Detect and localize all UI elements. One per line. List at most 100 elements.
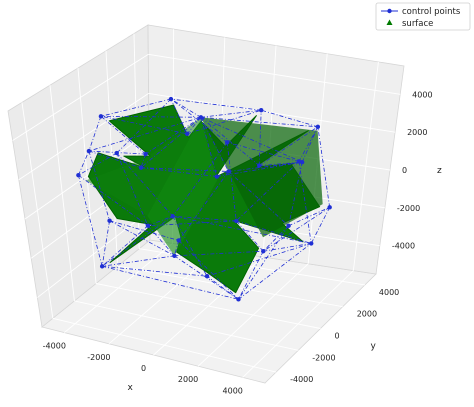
control-net-line: [178, 240, 239, 300]
control-point: [261, 249, 266, 254]
control-net-line: [236, 220, 312, 244]
control-net-line: [116, 152, 174, 217]
control-net-line: [200, 116, 303, 163]
control-net-line: [238, 251, 264, 300]
control-point: [168, 96, 174, 102]
control-net-line: [263, 206, 330, 252]
z-tick-label: 4000: [412, 90, 432, 99]
control-net-line: [261, 109, 318, 128]
surface-facet: [147, 117, 218, 256]
z-tick-label: -4000: [392, 242, 415, 251]
control-point: [143, 151, 148, 157]
z-tick-label: 2000: [407, 128, 427, 137]
control-net-line: [140, 116, 202, 168]
control-net-line: [200, 116, 318, 128]
control-net-line: [78, 174, 149, 227]
control-point: [214, 174, 220, 179]
control-net-line: [78, 152, 117, 176]
legend: control points surface: [375, 2, 471, 31]
control-net-line: [200, 117, 229, 172]
control-net-line: [178, 171, 229, 241]
control-points-layer: [76, 96, 332, 302]
control-net-line: [288, 206, 330, 227]
control-net-line: [206, 275, 239, 300]
grid-line: [18, 93, 149, 181]
control-net-line: [140, 167, 229, 172]
control-net-line: [100, 115, 146, 155]
control-net-line: [228, 161, 303, 172]
control-point: [258, 108, 264, 113]
control-net-line: [187, 109, 262, 135]
control-net-line: [259, 161, 303, 166]
legend-label-control-points: control points: [402, 7, 461, 17]
control-net-line: [238, 225, 289, 300]
control-point: [176, 238, 181, 243]
control-point: [226, 169, 231, 174]
control-net-line: [88, 150, 110, 221]
control-net-line: [235, 220, 264, 252]
control-net-line: [288, 162, 303, 226]
control-net-line: [88, 150, 142, 169]
x-tick-label: 2000: [178, 375, 198, 384]
control-net-line: [262, 225, 289, 252]
control-net-line: [172, 142, 228, 217]
control-point: [286, 223, 291, 229]
control-point: [107, 218, 112, 223]
control-net-line: [174, 250, 264, 257]
grid-line: [24, 132, 150, 220]
control-net-line: [263, 243, 312, 252]
legend-marker-surface: [386, 19, 393, 25]
control-net-line: [238, 243, 312, 300]
x-tick-label: 0: [141, 364, 146, 373]
control-net-line: [101, 220, 110, 267]
control-net-line: [101, 215, 173, 267]
control-point: [234, 218, 239, 224]
control-point: [170, 214, 175, 219]
control-net-line: [100, 98, 172, 117]
control-point: [198, 115, 204, 120]
z-tick-label: -2000: [397, 204, 420, 213]
control-net-line: [145, 116, 202, 155]
y-tick-label: -4000: [290, 375, 313, 384]
control-net-line: [88, 116, 102, 152]
control-net-line: [147, 220, 237, 227]
control-point: [204, 274, 210, 279]
control-net-line: [172, 216, 208, 277]
control-net-line: [200, 116, 260, 166]
control-net-line: [140, 153, 147, 168]
surface-shape: [85, 104, 323, 294]
grid-line: [197, 263, 309, 367]
control-point: [184, 131, 190, 136]
control-net-line: [116, 98, 172, 154]
control-point: [224, 140, 230, 145]
control-net-lines: [78, 98, 331, 300]
control-net-line: [102, 255, 175, 267]
control-point: [236, 297, 241, 302]
control-net-line: [298, 161, 312, 244]
control-net-line: [258, 110, 262, 166]
control-net-line: [147, 225, 175, 257]
control-net-line: [200, 117, 218, 177]
control-point: [99, 264, 105, 269]
grid-line: [12, 53, 149, 141]
control-net-line: [170, 98, 228, 143]
control-net-line: [172, 215, 312, 244]
x-tick-label: -2000: [87, 353, 110, 362]
y-axis-label: y: [371, 342, 377, 352]
tick-labels: -4000 -2000 0 2000 4000 -4000 -2000 0 2000 4000 -4…: [43, 90, 433, 395]
legend-marker-control-points: [387, 8, 392, 14]
x-tick-label: -4000: [43, 342, 66, 351]
control-point: [315, 124, 321, 130]
control-net-line: [78, 150, 90, 176]
z-tick-label: 0: [402, 166, 407, 175]
control-net-line: [216, 161, 303, 177]
control-net-line: [116, 152, 149, 226]
control-net-line: [174, 240, 180, 256]
grid-line: [95, 283, 321, 329]
grid-line: [242, 270, 354, 378]
control-point: [309, 241, 314, 246]
control-net-line: [301, 126, 319, 163]
z-axis-label: z: [437, 166, 442, 176]
y-tick-label: -2000: [312, 353, 335, 362]
